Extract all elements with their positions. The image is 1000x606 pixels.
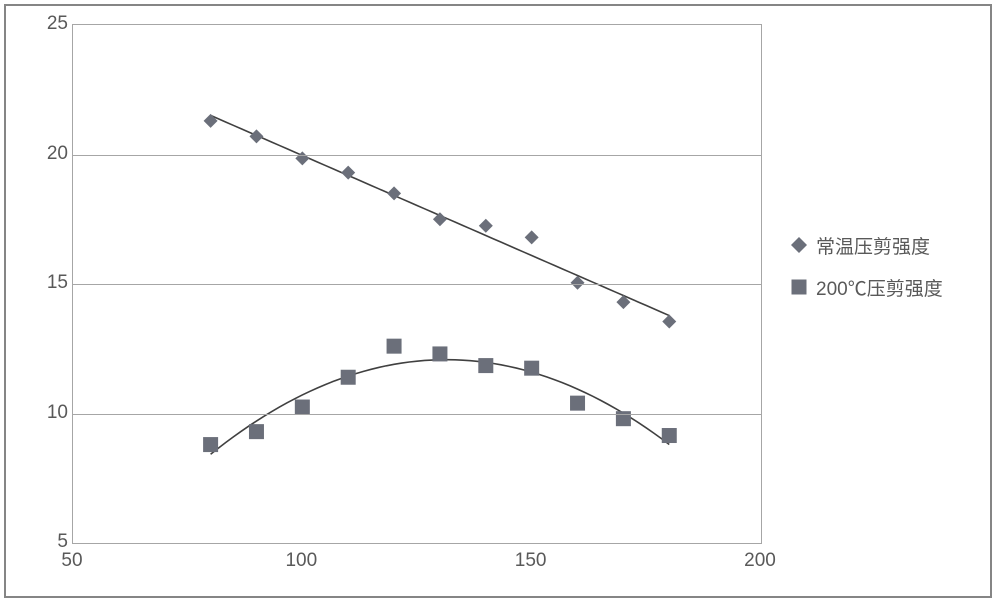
x-tick-label: 50	[42, 550, 102, 572]
legend-item-ht-shear: 200℃压剪强度	[790, 274, 943, 300]
plot-area	[72, 24, 762, 544]
legend: 常温压剪强度 200℃压剪强度	[790, 232, 943, 316]
y-tick-label: 15	[28, 272, 68, 294]
gridline	[73, 414, 761, 415]
marker-diamond	[479, 219, 493, 233]
legend-label: 200℃压剪强度	[816, 274, 943, 301]
x-tick-label: 100	[271, 550, 331, 572]
marker-square	[432, 346, 447, 361]
y-tick-label: 20	[28, 143, 68, 165]
marker-square	[249, 424, 264, 439]
marker-square	[524, 361, 539, 376]
trendline-ht_shear	[211, 360, 670, 455]
marker-diamond	[525, 230, 539, 244]
marker-square	[570, 396, 585, 411]
gridline	[73, 155, 761, 156]
y-tick-label: 25	[28, 13, 68, 35]
x-tick-label: 200	[730, 550, 790, 572]
marker-square	[387, 339, 402, 354]
marker-square	[478, 358, 493, 373]
marker-diamond	[204, 114, 218, 128]
gridline	[73, 284, 761, 285]
marker-square	[662, 428, 677, 443]
diamond-icon	[790, 236, 808, 254]
square-icon	[790, 278, 808, 296]
legend-label: 常温压剪强度	[816, 232, 930, 259]
legend-item-rt-shear: 常温压剪强度	[790, 232, 943, 258]
x-tick-label: 150	[501, 550, 561, 572]
marker-diamond	[433, 212, 447, 226]
marker-square	[341, 370, 356, 385]
marker-diamond	[662, 315, 676, 329]
chart-container: 51015202550100150200	[20, 18, 770, 576]
y-tick-label: 10	[28, 402, 68, 424]
marker-square	[295, 400, 310, 415]
marker-square	[203, 437, 218, 452]
marker-diamond	[249, 129, 263, 143]
